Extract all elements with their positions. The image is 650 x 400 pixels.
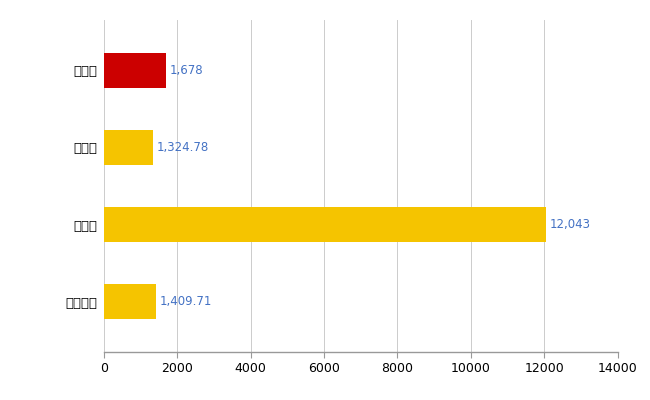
Text: 1,324.78: 1,324.78 bbox=[157, 141, 209, 154]
Bar bbox=[104, 130, 153, 165]
Bar bbox=[104, 207, 546, 242]
Text: 1,409.71: 1,409.71 bbox=[160, 295, 213, 308]
Text: 12,043: 12,043 bbox=[550, 218, 591, 231]
Text: 1,678: 1,678 bbox=[170, 64, 203, 77]
Bar bbox=[104, 53, 166, 88]
Bar bbox=[104, 284, 156, 319]
